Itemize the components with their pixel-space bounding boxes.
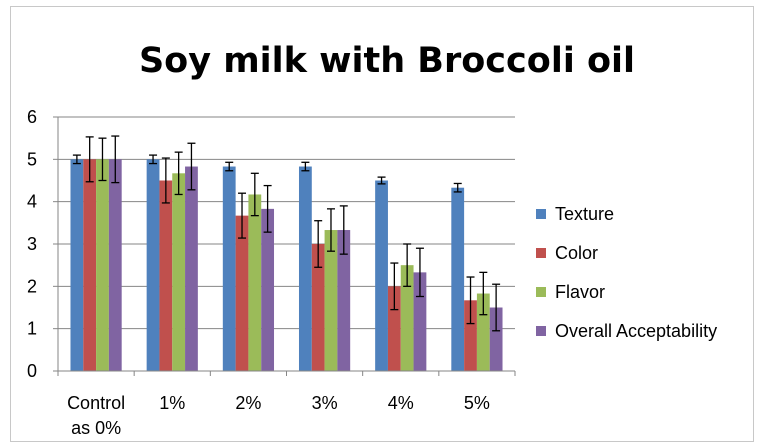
bar [337, 230, 351, 371]
bars [70, 159, 503, 371]
chart-title: Soy milk with Broccoli oil [139, 41, 635, 81]
bar [185, 166, 198, 371]
bar [96, 159, 109, 371]
bar [400, 265, 414, 371]
bar [489, 307, 503, 371]
legend-label: Flavor [555, 282, 605, 302]
x-tick-label: as 0% [71, 418, 121, 438]
y-tick-label: 4 [27, 192, 37, 212]
legend: Texture Color Flavor Overall Acceptability [536, 204, 717, 341]
legend-label: Overall Acceptability [555, 321, 717, 341]
bar [451, 187, 465, 371]
legend-swatch [536, 248, 546, 258]
y-tick-label: 1 [27, 319, 37, 339]
x-tick-label: 5% [464, 393, 490, 413]
bar [159, 180, 173, 371]
legend-label: Color [555, 243, 598, 263]
x-tick-label: 3% [312, 393, 338, 413]
y-tick-label: 0 [27, 361, 37, 381]
bar [108, 159, 122, 371]
axes: 0 1 2 3 4 5 6 Control as 0% 1% 2% 3% 4% 5% [27, 107, 516, 438]
bar [476, 293, 490, 371]
bar [222, 166, 236, 371]
x-tick-label: 4% [388, 393, 414, 413]
x-tick-label: Control [67, 393, 125, 413]
bar [146, 159, 160, 371]
legend-swatch [536, 287, 546, 297]
bar [311, 244, 325, 371]
bar [387, 286, 401, 371]
bar [248, 194, 262, 371]
bar [324, 230, 338, 371]
bar [261, 208, 275, 371]
bar [464, 300, 477, 371]
bar [235, 215, 249, 371]
legend-label: Texture [555, 204, 614, 224]
y-tick-label: 3 [27, 234, 37, 254]
legend-swatch [536, 209, 546, 219]
bar [83, 159, 97, 371]
error-bars [72, 135, 501, 332]
x-tick-label: 1% [159, 393, 185, 413]
gridlines [58, 116, 515, 330]
bar [172, 173, 186, 371]
bar [298, 166, 312, 371]
y-tick-label: 6 [27, 107, 37, 127]
x-tick-label: 2% [235, 393, 261, 413]
bar [375, 180, 388, 371]
legend-swatch [536, 326, 546, 336]
y-tick-label: 2 [27, 276, 37, 296]
bar [70, 159, 84, 371]
y-tick-label: 5 [27, 149, 37, 169]
